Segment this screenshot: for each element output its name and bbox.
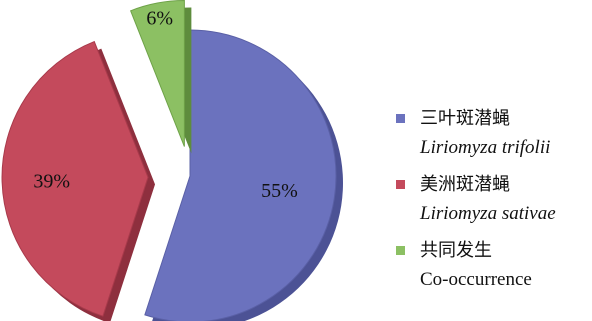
pie-slice-sativae: [1, 40, 149, 317]
legend-label-en: Co-occurrence: [420, 269, 532, 290]
legend-label-zh: 三叶斑潜蝇: [420, 108, 510, 129]
slice-value-label-trifolii: 55%: [261, 180, 298, 202]
legend-item-trifolii: 三叶斑潜蝇 Liriomyza trifolii: [396, 104, 592, 162]
pie-slice-trifolii: [144, 29, 337, 321]
legend-label-en: Liriomyza sativae: [420, 203, 556, 224]
legend-label-zh: 美洲斑潜蝇: [420, 174, 510, 195]
pie-slice-co-occurrence: [129, 0, 185, 147]
legend-label-zh: 共同发生: [420, 240, 492, 261]
legend-swatch-trifolii: [396, 114, 405, 123]
legend-item-co-occurrence: 共同发生 Co-occurrence: [396, 236, 592, 294]
legend-item-sativae: 美洲斑潜蝇 Liriomyza sativae: [396, 170, 592, 228]
legend-label-en: Liriomyza trifolii: [420, 137, 551, 158]
slice-value-label-sativae: 39%: [33, 170, 70, 192]
legend: 三叶斑潜蝇 Liriomyza trifolii 美洲斑潜蝇 Liriomyza…: [396, 104, 592, 302]
legend-swatch-sativae: [396, 180, 405, 189]
slice-value-label-co-occurrence: 6%: [146, 7, 173, 29]
legend-swatch-co-occurrence: [396, 246, 405, 255]
